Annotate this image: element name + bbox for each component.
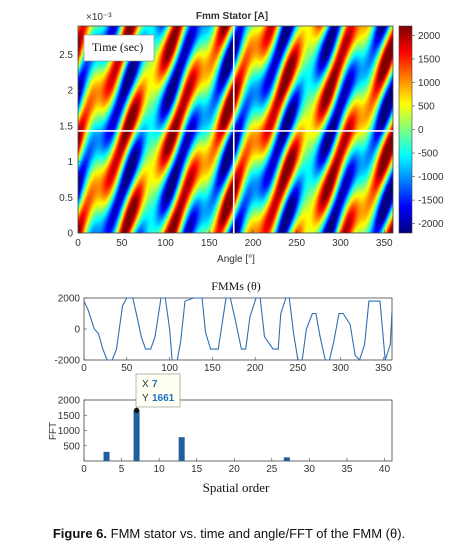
time-annotation: Time (sec) [92,40,143,54]
heatmap-x-tick-label: 350 [376,238,393,249]
fft-y-ticks: 2000 1500 1000 500 [58,396,87,452]
fmm-x-ticks: 0 50 100 150 200 250 300 350 [81,357,392,374]
fmm-x-tick-label: 300 [332,363,349,374]
colorbar-ticks: 2000 1500 1000 500 0 -500 -1000 -1500 -2000 [412,31,444,230]
fmm-series-line [83,297,393,362]
fmm-x-tick-label: 150 [204,363,221,374]
fft-bar-chart: 0 5 10 15 20 25 30 35 40 2000 1500 1000 500 FFT Spa… [48,373,393,495]
heatmap-frame [77,25,394,234]
fft-x-tick-label: 5 [119,464,125,475]
fft-x-tick-label: 10 [154,464,166,475]
fmm-x-tick-label: 200 [247,363,264,374]
fft-x-tick-label: 30 [304,464,316,475]
fmm-line-chart: FMMs (θ) 0 50 100 150 200 250 300 350 20000-200… [54,279,393,374]
fmm-x-tick-label: 100 [161,363,178,374]
heatmap-x-tick-label: 50 [116,238,128,249]
fmm-y-ticks: 2000 0 -2000 [54,294,87,367]
fft-bar [103,451,110,461]
datatip-box [135,373,181,408]
fft-x-tick-label: 0 [81,464,87,475]
heatmap-x-tick-label: 100 [157,238,174,249]
time-label-box [83,34,155,62]
heatmap-y-tick-label: 2.5 [59,50,73,61]
heatmap-y-tick-label: 2 [67,86,73,97]
heatmap-title: Fmm Stator [A] [196,11,268,22]
fmm-plot-frame[interactable] [83,297,393,361]
fft-y-tick-label: 500 [63,441,80,452]
fmm-x-tick-label: 0 [81,363,87,374]
fft-x-tick-label: 40 [379,464,391,475]
colorbar-tick-label: 0 [418,125,424,136]
colorbar-tick-label: 500 [418,101,435,112]
heatmap-y-exponent: ×10⁻³ [86,12,112,23]
heatmap-y-tick-label: 1 [67,157,73,168]
fmm-x-tick-label: 250 [290,363,307,374]
heatmap-y-tick-label: 0.5 [59,193,73,204]
fft-y-tick-label: 1000 [58,426,81,437]
colorbar-tick-label: -2000 [418,219,444,230]
heatmap-x-tick-label: 0 [75,238,81,249]
datatip-x-value: 7 [152,379,158,390]
colorbar-tick-label: -1500 [418,196,444,207]
datatip-y-label: Y [142,393,149,404]
heatmap-crosshair [78,26,393,233]
fft-bar [178,437,185,461]
fmm-y-tick-label: -2000 [54,356,80,367]
fmm-title: FMMs (θ) [211,279,260,293]
fft-x-tick-label: 15 [191,464,203,475]
heatmap-x-ticks: 0 50 100 150 200 250 300 350 [75,230,393,249]
fft-x-tick-label: 20 [229,464,241,475]
datatip-y-value: 1661 [152,393,175,404]
fmm-x-tick-label: 50 [121,363,133,374]
fft-x-ticks: 0 5 10 15 20 25 30 35 40 [81,458,390,475]
fmm-x-tick-label: 350 [375,363,392,374]
colorbar-tick-label: 1500 [418,54,441,65]
fmm-y-tick-label: 2000 [58,294,81,305]
figure-caption: Figure 6. FMM stator vs. time and angle/… [0,526,458,541]
datatip-marker [133,407,140,413]
fft-y-label: FFT [48,422,59,440]
fft-y-tick-label: 2000 [58,396,81,407]
fft-x-tick-label: 35 [341,464,353,475]
colorbar-tick-label: 1000 [418,78,441,89]
fft-y-tick-label: 1500 [58,411,81,422]
heatmap-y-tick-label: 0 [67,229,73,240]
datatip[interactable]: X 7 Y 1661 [133,373,181,413]
colorbar [399,26,412,233]
colorbar-tick-label: -500 [418,149,438,160]
colorbar-tick-label: 2000 [418,31,441,42]
caption-text: FMM stator vs. time and angle/FFT of the… [110,526,406,541]
heatmap-x-tick-label: 300 [332,238,349,249]
fft-bar [283,457,290,461]
heatmap-x-tick-label: 150 [201,238,218,249]
colorbar-tick-label: -1000 [418,172,444,183]
fft-x-tick-label: 25 [266,464,278,475]
fmm-y-tick-label: 0 [74,325,80,336]
heatmap-x-tick-label: 200 [245,238,262,249]
fft-bars [103,410,290,461]
fft-plot-frame[interactable] [83,399,393,462]
fft-bar [133,410,140,461]
caption-label: Figure 6. [52,526,108,541]
heatmap-chart: Fmm Stator [A] ×10⁻³ Time (sec) 0 50 100 15… [59,11,444,265]
heatmap-x-tick-label: 250 [288,238,305,249]
heatmap-x-label: Angle [°] [217,254,255,265]
fft-x-label: Spatial order [203,480,270,495]
heatmap-y-ticks: 0 0.5 1 1.5 2 2.5 [59,50,81,240]
heatmap-y-tick-label: 1.5 [59,121,73,132]
datatip-x-label: X [142,379,149,390]
